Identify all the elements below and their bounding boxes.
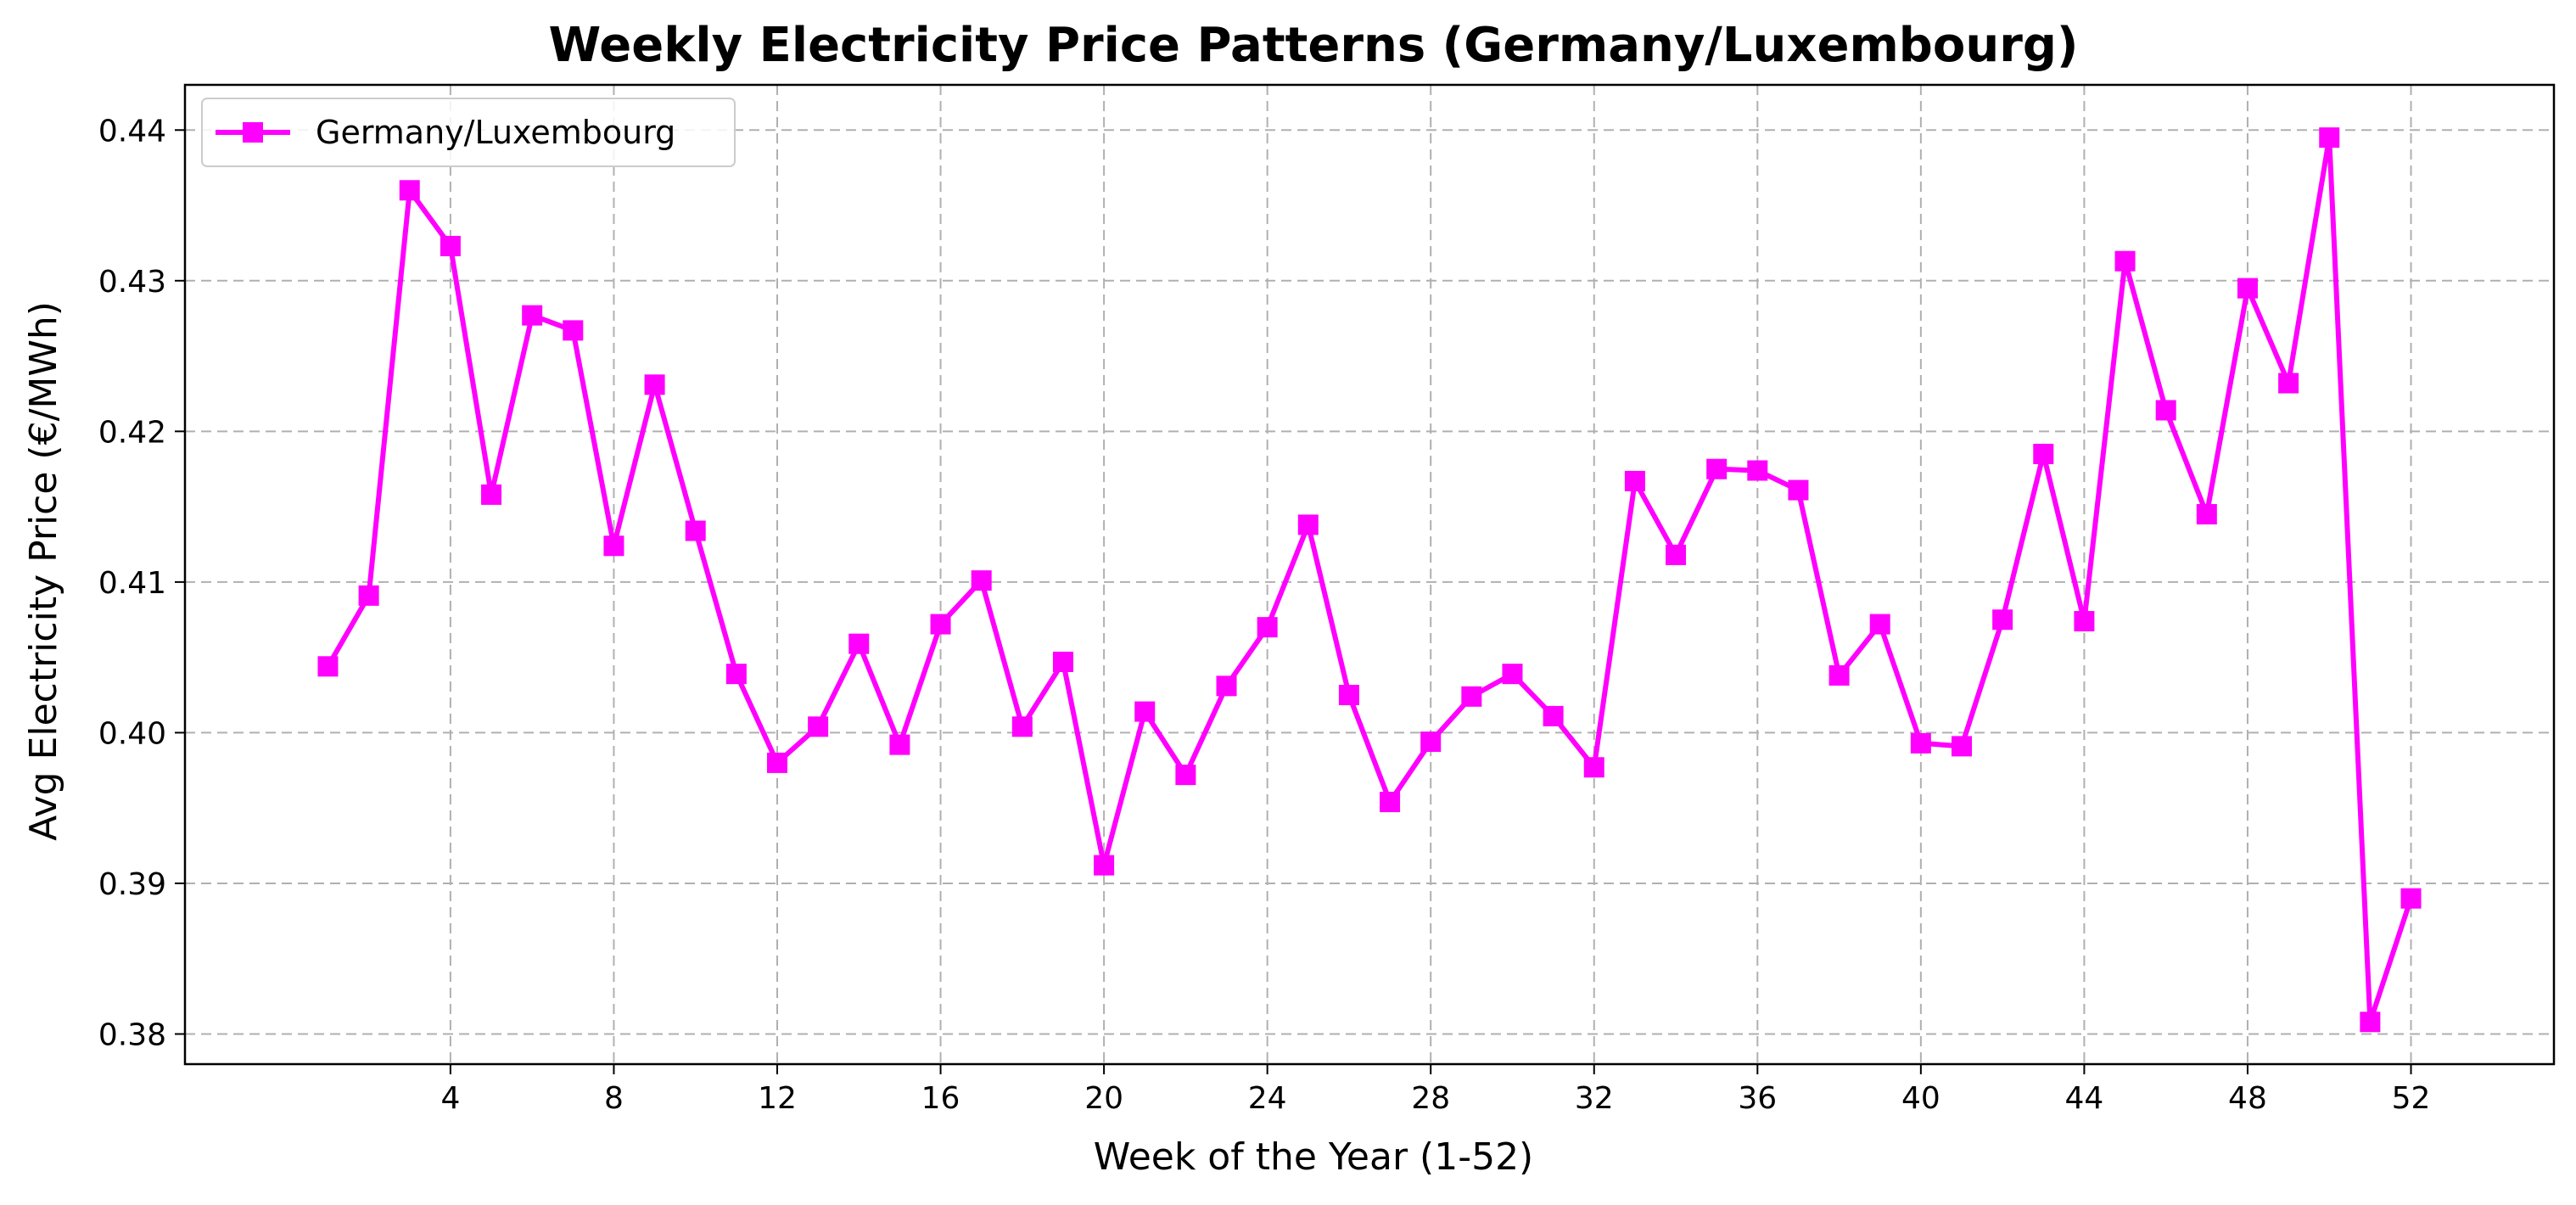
- data-point: [2278, 373, 2299, 394]
- data-point: [2074, 611, 2095, 632]
- x-tick-label: 44: [2065, 1081, 2104, 1116]
- data-point: [808, 716, 829, 737]
- data-point: [971, 570, 992, 591]
- y-axis-label: Avg Electricity Price (€/MWh): [22, 301, 65, 841]
- data-point: [1747, 460, 1768, 481]
- legend-marker: [243, 122, 263, 143]
- data-point: [2155, 400, 2176, 421]
- x-tick-label: 52: [2392, 1081, 2431, 1116]
- y-tick-label: 0.42: [98, 415, 166, 450]
- data-point: [1910, 732, 1931, 754]
- plot-frame: [183, 83, 2556, 1066]
- data-point: [2237, 277, 2258, 299]
- y-tick-label: 0.40: [98, 716, 166, 751]
- data-point: [603, 535, 624, 557]
- legend-box: [201, 98, 736, 167]
- data-point: [1175, 765, 1196, 786]
- x-tick-label: 36: [1738, 1081, 1777, 1116]
- data-point: [2360, 1012, 2381, 1033]
- data-point: [2319, 127, 2340, 149]
- data-point: [1583, 757, 1604, 778]
- x-tick-label: 40: [1901, 1081, 1940, 1116]
- data-point: [1992, 609, 2013, 631]
- x-tick-label: 48: [2228, 1081, 2267, 1116]
- data-point: [481, 484, 502, 505]
- data-point: [1011, 716, 1033, 737]
- data-point: [1094, 855, 1115, 876]
- data-point: [848, 633, 870, 654]
- data-point: [1706, 458, 1728, 479]
- data-point: [1502, 664, 1523, 685]
- data-point: [563, 320, 584, 341]
- data-point: [317, 656, 339, 677]
- data-point: [1952, 736, 1972, 757]
- x-axis-label: Week of the Year (1-52): [1094, 1135, 1533, 1179]
- data-point: [1624, 470, 1645, 491]
- y-tick-label: 0.41: [98, 566, 166, 601]
- data-point: [1828, 664, 1850, 686]
- data-point: [1338, 685, 1359, 706]
- data-point: [1420, 731, 1442, 753]
- data-point: [1052, 651, 1073, 672]
- data-point: [2400, 888, 2422, 909]
- x-tick-label: 32: [1575, 1081, 1614, 1116]
- data-point: [1257, 617, 1278, 638]
- x-tick-label: 28: [1411, 1081, 1450, 1116]
- x-tick-label: 8: [604, 1081, 624, 1116]
- y-tick-label: 0.38: [98, 1017, 166, 1052]
- data-point: [1134, 701, 1156, 722]
- legend-label: Germany/Luxembourg: [316, 114, 675, 151]
- data-point: [358, 585, 379, 606]
- data-point: [1216, 675, 1237, 697]
- y-tick-label: 0.44: [98, 114, 166, 149]
- data-point: [889, 734, 910, 755]
- data-point: [522, 305, 543, 326]
- data-point: [2196, 503, 2217, 524]
- legend: Germany/Luxembourg: [201, 98, 736, 167]
- x-tick-label: 24: [1248, 1081, 1287, 1116]
- data-point: [1380, 792, 1401, 813]
- series-line: [325, 135, 2414, 1025]
- x-tick-label: 4: [440, 1081, 460, 1116]
- grid: [185, 85, 2554, 1064]
- data-point: [685, 520, 706, 541]
- chart-title: Weekly Electricity Price Patterns (Germa…: [548, 18, 2078, 73]
- data-point: [2033, 443, 2054, 464]
- x-tick-label: 20: [1084, 1081, 1123, 1116]
- data-point: [725, 664, 747, 685]
- data-point: [767, 752, 787, 773]
- y-tick-label: 0.43: [98, 265, 166, 300]
- data-point: [440, 235, 461, 256]
- x-tick-label: 12: [758, 1081, 797, 1116]
- x-tick-label: 16: [921, 1081, 960, 1116]
- data-point: [1461, 686, 1482, 707]
- series-layer: [317, 127, 2422, 1033]
- data-point: [1666, 544, 1687, 565]
- data-point: [399, 180, 420, 201]
- axes: 4 8 12 16 20 24 28 32 36 40 44 48 520.380.390.400.41…: [98, 83, 2556, 1116]
- data-point: [1788, 479, 1809, 501]
- data-point: [2114, 250, 2136, 272]
- data-point: [1543, 705, 1564, 726]
- y-tick-label: 0.39: [98, 867, 166, 902]
- data-point: [930, 614, 951, 635]
- data-point: [1297, 514, 1319, 535]
- data-point: [1869, 614, 1890, 635]
- data-point: [644, 374, 665, 395]
